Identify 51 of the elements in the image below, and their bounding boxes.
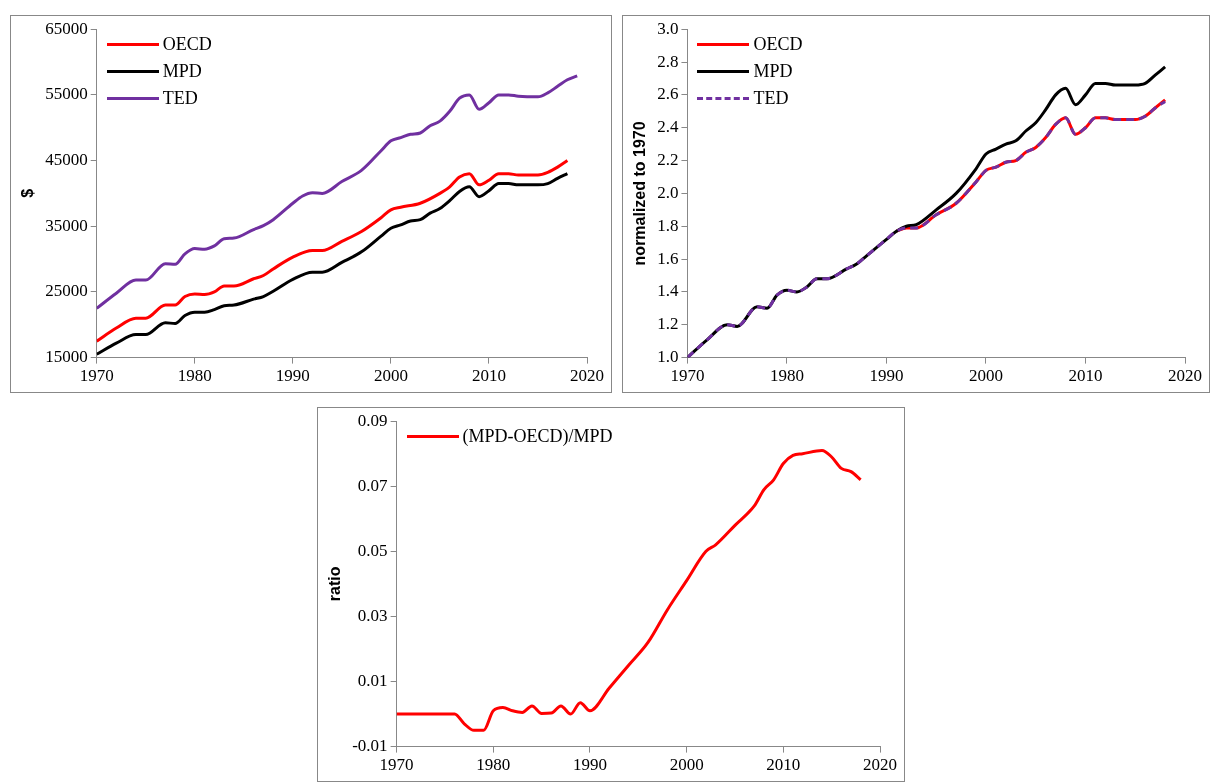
y-tick-label: 1.2 (657, 314, 679, 334)
y-tick-label: 0.05 (357, 540, 388, 560)
y-tick-label: 1.8 (657, 215, 679, 235)
x-tick-label: 1980 (177, 366, 212, 386)
y-tick-label: 2.4 (657, 117, 679, 137)
y-tick-label: 1.0 (657, 347, 679, 367)
y-axis-title: ratio (326, 566, 344, 602)
y-tick-label: 2.2 (657, 150, 679, 170)
y-tick-label: 2.0 (657, 182, 679, 202)
x-tick-label: 2000 (373, 366, 408, 386)
x-tick-label: 2020 (1168, 366, 1202, 386)
y-tick-label: 1.6 (657, 248, 679, 268)
x-tick-label: 2010 (1068, 366, 1103, 386)
legend-label: TED (753, 88, 789, 110)
x-tick-label: 1990 (869, 366, 904, 386)
legend-label: (MPD-OECD)/MPD (462, 426, 613, 448)
x-tick-label: 1980 (476, 755, 511, 775)
x-tick-label: 2020 (570, 366, 604, 386)
legend-label: TED (162, 88, 198, 110)
y-tick-label: 0.03 (357, 605, 388, 625)
x-tick-label: 2010 (766, 755, 801, 775)
x-tick-label: 1990 (572, 755, 607, 775)
legend-label: MPD (753, 61, 793, 83)
y-tick-label: -0.01 (352, 736, 388, 756)
x-tick-label: 2000 (669, 755, 704, 775)
x-tick-label: 2010 (471, 366, 506, 386)
y-tick-label: 1.4 (657, 281, 679, 301)
x-tick-label: 1970 (379, 755, 414, 775)
y-tick-label: 0.09 (357, 410, 388, 430)
legend-label: OECD (162, 34, 212, 56)
y-tick-label: 2.8 (657, 51, 679, 71)
y-tick-label: 15000 (45, 347, 88, 367)
y-tick-label: 25000 (45, 281, 88, 301)
y-tick-label: 2.6 (657, 84, 679, 104)
y-tick-label: 55000 (45, 84, 88, 104)
y-tick-label: 3.0 (657, 18, 679, 38)
legend-label: OECD (753, 34, 803, 56)
x-tick-label: 1970 (670, 366, 705, 386)
y-axis-title: normalized to 1970 (631, 121, 649, 266)
y-tick-label: 35000 (45, 215, 88, 235)
y-axis-title: $ (19, 188, 37, 198)
x-tick-label: 1990 (275, 366, 310, 386)
legend-label: MPD (162, 61, 202, 83)
y-tick-label: 0.01 (357, 670, 388, 690)
x-tick-label: 1970 (79, 366, 114, 386)
x-tick-label: 1980 (769, 366, 804, 386)
y-tick-label: 45000 (45, 150, 88, 170)
x-tick-label: 2000 (968, 366, 1003, 386)
y-tick-label: 0.07 (357, 475, 389, 495)
x-tick-label: 2020 (863, 755, 897, 775)
y-tick-label: 65000 (45, 18, 88, 38)
